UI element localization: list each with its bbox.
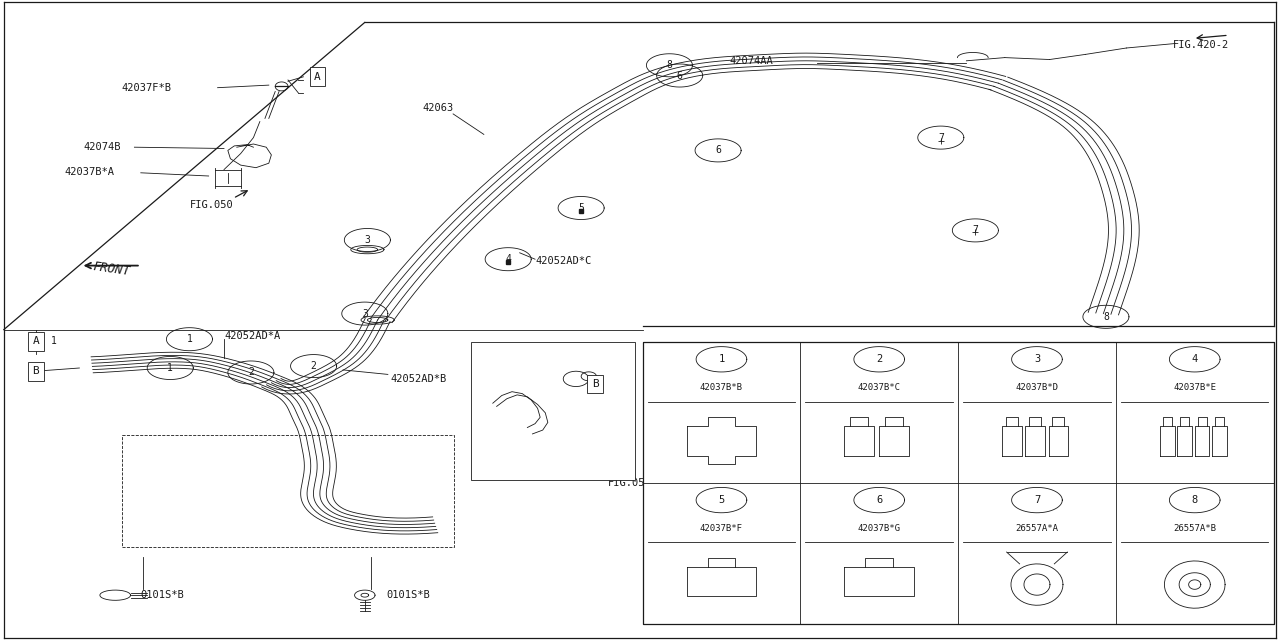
Text: 0101S*B: 0101S*B xyxy=(387,590,430,600)
Text: B: B xyxy=(591,379,599,389)
Text: 42037B*A: 42037B*A xyxy=(64,166,114,177)
Text: 42037B*B: 42037B*B xyxy=(700,383,742,392)
Bar xyxy=(122,435,454,547)
Text: 6: 6 xyxy=(677,70,682,81)
Text: 26557A*A: 26557A*A xyxy=(1015,524,1059,532)
Text: 0101S*B: 0101S*B xyxy=(141,590,184,600)
Text: 4: 4 xyxy=(1192,355,1198,364)
Text: FIG.420-2: FIG.420-2 xyxy=(1172,40,1229,50)
Text: 7: 7 xyxy=(938,132,943,143)
Text: 0923S*C: 0923S*C xyxy=(493,344,534,354)
Text: 2: 2 xyxy=(248,367,253,378)
Text: 42037B*D: 42037B*D xyxy=(1015,383,1059,392)
Text: 26557A*B: 26557A*B xyxy=(1174,524,1216,532)
Text: 42037B*C: 42037B*C xyxy=(858,383,901,392)
Text: 2: 2 xyxy=(876,355,882,364)
Text: 3: 3 xyxy=(365,235,370,245)
Text: 4: 4 xyxy=(506,254,511,264)
Text: 5: 5 xyxy=(579,203,584,213)
Text: 6: 6 xyxy=(876,495,882,505)
Text: 1: 1 xyxy=(187,334,192,344)
Text: B: B xyxy=(32,366,40,376)
Text: 8: 8 xyxy=(667,60,672,70)
Text: 42075U: 42075U xyxy=(493,462,529,472)
Text: 42052AD*B: 42052AD*B xyxy=(390,374,447,384)
Text: A: A xyxy=(314,72,321,82)
Text: 2: 2 xyxy=(311,361,316,371)
Text: 42052AD*C: 42052AD*C xyxy=(535,256,591,266)
Text: 42063: 42063 xyxy=(422,102,453,113)
Text: 3: 3 xyxy=(362,308,367,319)
Text: 0923S*B: 0923S*B xyxy=(493,410,534,420)
Text: 42037F*B: 42037F*B xyxy=(122,83,172,93)
Text: 42052AD*A: 42052AD*A xyxy=(224,331,280,341)
Text: A420001684: A420001684 xyxy=(1114,614,1176,625)
Text: 42037B*F: 42037B*F xyxy=(700,524,742,532)
Text: 8: 8 xyxy=(1192,495,1198,505)
Text: FIG.050: FIG.050 xyxy=(189,200,233,210)
Text: 7: 7 xyxy=(973,225,978,236)
Text: 42074AA: 42074AA xyxy=(730,56,773,66)
Text: 3: 3 xyxy=(1034,355,1041,364)
Text: 5: 5 xyxy=(718,495,724,505)
Text: 7: 7 xyxy=(1034,495,1041,505)
Text: 6: 6 xyxy=(716,145,721,156)
Text: 1: 1 xyxy=(51,336,58,346)
Bar xyxy=(643,342,1274,624)
Text: 42037B*G: 42037B*G xyxy=(858,524,901,532)
Text: 42037B*E: 42037B*E xyxy=(1174,383,1216,392)
Text: 1: 1 xyxy=(718,355,724,364)
Text: FRONT: FRONT xyxy=(92,260,131,278)
Text: 8: 8 xyxy=(1103,312,1108,322)
Text: FIG.050: FIG.050 xyxy=(608,478,652,488)
Bar xyxy=(471,342,635,480)
Text: 42074B: 42074B xyxy=(83,142,120,152)
Text: A: A xyxy=(32,336,40,346)
Text: 1: 1 xyxy=(168,363,173,373)
